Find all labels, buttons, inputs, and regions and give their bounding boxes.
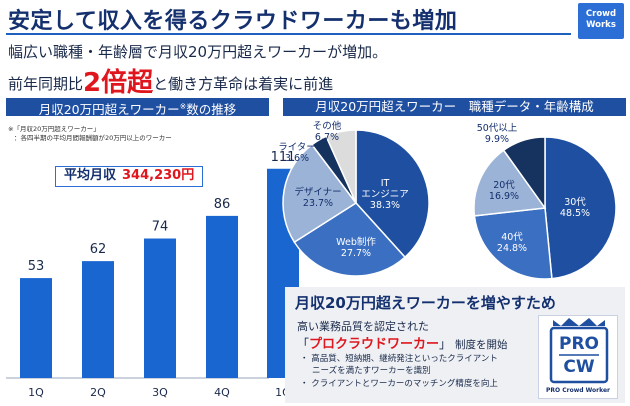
- bar-heading-post: 数の推移: [186, 102, 237, 118]
- bar-2: [144, 238, 176, 378]
- bullet-1-cont: ニーズを満たすワーカーを識別: [312, 366, 431, 376]
- bracket-close: 」: [439, 337, 452, 351]
- subtitle-highlight: 2倍超: [83, 68, 154, 98]
- bar-1: [82, 261, 114, 378]
- bar-chart-heading: 月収20万円超えワーカー※数の推移: [6, 98, 269, 118]
- pie-slice-1: [473, 207, 553, 280]
- pie-slice-0: [544, 136, 617, 280]
- pie-label-1-1: 27.7%: [341, 248, 371, 259]
- bar-3: [206, 215, 238, 378]
- bar-category-label-2: 3Q: [152, 386, 168, 399]
- pie-slice-3: [502, 136, 546, 211]
- subtitle-pre: 前年同期比: [8, 75, 84, 93]
- pie-chart-heading: 月収20万円超えワーカー 職種データ・年齢構成: [283, 98, 626, 116]
- bar-value-label-1: 62: [90, 242, 107, 257]
- pie-label-0-1: 48.5%: [560, 208, 590, 219]
- badge-text-cw: CW: [563, 357, 595, 377]
- pie-label-3-1: 3.6%: [285, 153, 309, 164]
- pie-slice-4: [325, 129, 357, 204]
- average-income-value: 344,230円: [122, 168, 195, 183]
- bullet-2: ・ クライアントとワーカーのマッチング精度を向上: [300, 379, 498, 389]
- subtitle-line-1: 幅広い職種・年齢層で月収20万円超えワーカーが増加。: [8, 43, 388, 61]
- bar-heading-sup: ※: [179, 102, 187, 111]
- average-income-callout: 平均月収 344,230円: [55, 166, 203, 187]
- pro-program-start: 制度を開始: [455, 339, 508, 351]
- subtitle-post: と働き方革命は着実に前進: [153, 75, 334, 93]
- pie-slice-0: [355, 129, 430, 259]
- pie-slice-2: [473, 149, 547, 217]
- pro-section-text-2: 「プロクラウドワーカー」 制度を開始: [297, 333, 508, 352]
- subtitle-line-2: 前年同期比2倍超と働き方革命は着実に前進: [8, 62, 333, 99]
- pie-label-3-1: 9.9%: [485, 134, 509, 145]
- pie-label-4-0: その他: [313, 120, 342, 132]
- bar-value-label-2: 74: [152, 220, 169, 235]
- bar-heading-main: 月収20万円超えワーカー: [38, 102, 180, 118]
- bullet-1: ・ 高品質、短納期、継続発注といったクライアント: [300, 354, 498, 364]
- bar-0: [20, 278, 52, 378]
- pie-label-2-0: デザイナー: [294, 186, 341, 198]
- pie-label-0-1: エンジニア: [361, 189, 409, 200]
- pie-label-0-0: IT: [381, 178, 390, 189]
- bar-value-label-4: 111: [271, 150, 296, 165]
- pro-section-text-1: 高い業務品質を認定された: [297, 320, 429, 333]
- note-line-1: ※「月収20万円超えワーカー」: [8, 125, 100, 133]
- bar-category-label-3: 4Q: [214, 386, 230, 399]
- pie-slice-1: [293, 202, 407, 277]
- bracket-open: 「: [297, 337, 310, 351]
- note-line-2: ：各四半期の平均月間報酬額が20万円以上のワーカー: [14, 134, 172, 142]
- bar-category-label-0: 1Q: [28, 386, 44, 399]
- pie-label-3-0: ライター: [278, 142, 316, 153]
- pro-section-title: 月収20万円超えワーカーを増やすため: [295, 294, 556, 312]
- pie-label-3-0: 50代以上: [477, 123, 518, 134]
- pie-label-4-1: 6.7%: [315, 132, 339, 143]
- badge-text-pro: PRO: [558, 334, 599, 354]
- bar-category-label-1: 2Q: [90, 386, 106, 399]
- bar-value-label-0: 53: [28, 259, 45, 274]
- pie-label-2-1: 16.9%: [489, 191, 519, 202]
- badge-subtitle: PRO Crowd Worker: [546, 387, 610, 394]
- logo-line-2: Works: [586, 20, 616, 30]
- pie-label-2-0: 20代: [493, 180, 515, 191]
- pie-label-1-1: 24.8%: [497, 243, 527, 254]
- page-title: 安定して収入を得るクラウドワーカーも増加: [8, 9, 458, 34]
- average-income-label: 平均月収: [64, 168, 117, 183]
- pie-label-1-0: 40代: [501, 232, 523, 243]
- crowdworks-logo: Crowd Works: [578, 3, 624, 39]
- pie-label-1-0: Web制作: [336, 236, 376, 248]
- title-rule: [6, 33, 571, 35]
- pie-label-0-0: 30代: [564, 197, 586, 208]
- pie-slice-2: [282, 143, 358, 244]
- pie-label-2-1: 23.7%: [303, 198, 333, 209]
- logo-line-1: Crowd: [585, 9, 617, 19]
- bar-value-label-3: 86: [214, 197, 231, 212]
- pie-label-0-2: 38.3%: [370, 200, 400, 211]
- pro-program-name: プロクラウドワーカー: [309, 337, 440, 352]
- bar-chart-note: ※「月収20万円超えワーカー」 ：各四半期の平均月間報酬額が20万円以上のワーカ…: [8, 125, 172, 143]
- badge-crown-icon: [549, 318, 609, 384]
- pro-crowd-worker-badge: PRO CW: [538, 315, 618, 399]
